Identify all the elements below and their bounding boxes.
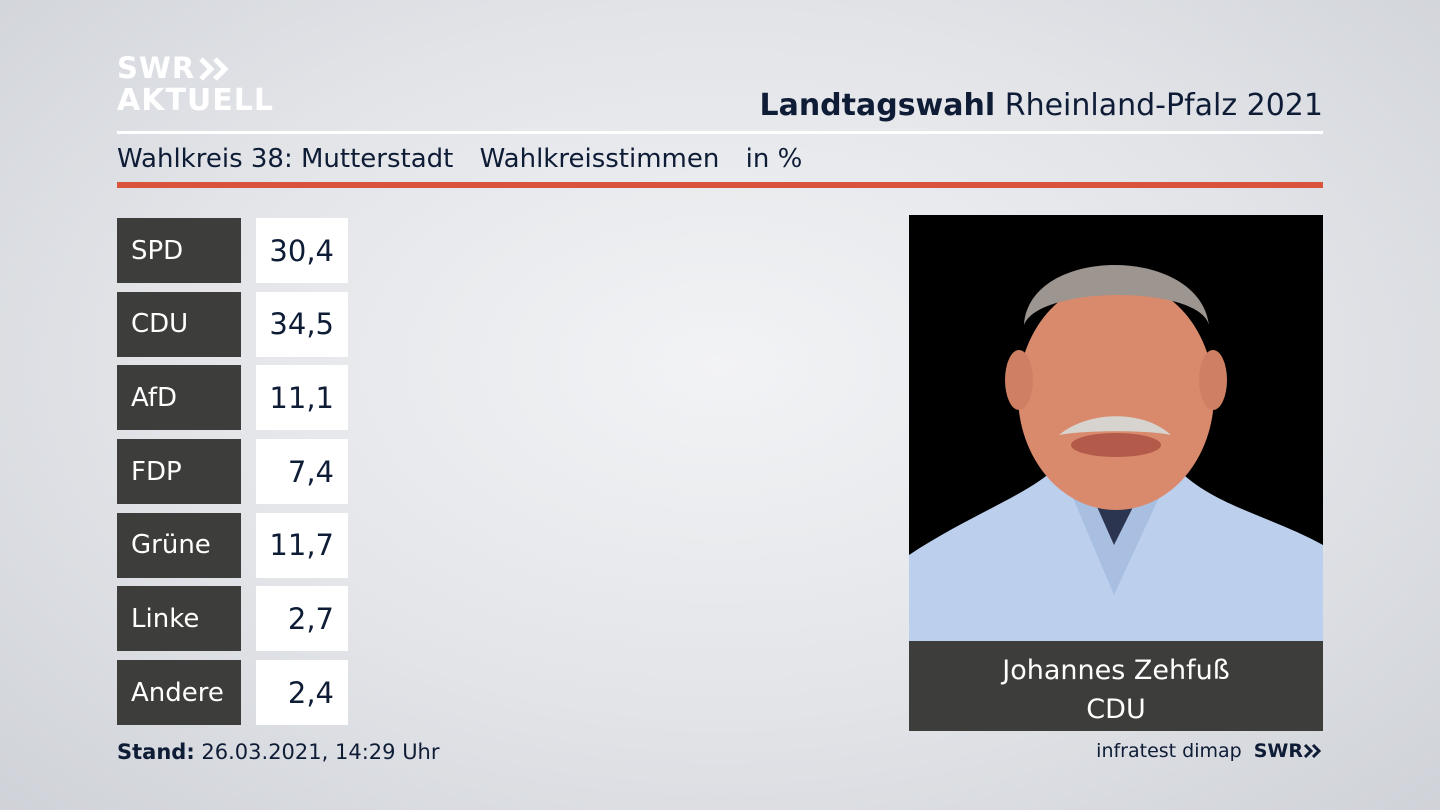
party-value: 7,4: [256, 439, 348, 505]
party-label: SPD: [117, 218, 241, 283]
title-rest: Rheinland-Pfalz 2021: [1004, 88, 1323, 123]
subtitle-bar: Wahlkreis 38: Mutterstadt Wahlkreisstimm…: [117, 144, 820, 174]
swr-small-logo: SWR: [1254, 740, 1323, 762]
logo-swr-text: SWR: [117, 51, 196, 85]
result-row-gruene: Grüne 11,7: [117, 512, 348, 578]
party-label: Linke: [117, 586, 241, 652]
result-row-fdp: FDP 7,4: [117, 439, 348, 505]
candidate-party: CDU: [1086, 694, 1146, 725]
result-row-linke: Linke 2,7: [117, 586, 348, 652]
result-row-cdu: CDU 34,5: [117, 291, 348, 357]
party-label: Grüne: [117, 512, 241, 578]
party-value: 11,1: [256, 365, 348, 431]
accent-divider: [117, 182, 1323, 188]
candidate-caption: Johannes Zehfuß CDU: [909, 641, 1323, 731]
party-value: 2,7: [256, 586, 348, 652]
results-table: SPD 30,4 CDU 34,5 AfD 11,1 FDP 7,4 Grüne…: [117, 218, 348, 734]
title-bold: Landtagswahl: [759, 88, 996, 123]
swr-aktuell-logo: SWR AKTUELL: [117, 54, 274, 116]
party-label: FDP: [117, 439, 241, 505]
vote-type-label: Wahlkreisstimmen: [479, 144, 720, 174]
party-value: 11,7: [256, 512, 348, 578]
candidate-portrait-icon: [909, 215, 1323, 641]
result-row-afd: AfD 11,1: [117, 365, 348, 431]
candidate-photo: [909, 215, 1323, 641]
header-divider: [117, 131, 1323, 134]
district-label: Wahlkreis 38: Mutterstadt: [117, 144, 454, 174]
stand-label: Stand:: [117, 740, 195, 764]
source-credit: infratest dimap SWR: [1096, 740, 1323, 762]
double-chevron-small-icon: [1303, 743, 1322, 759]
party-label: CDU: [117, 291, 241, 357]
logo-aktuell-text: AKTUELL: [117, 83, 275, 118]
result-row-spd: SPD 30,4: [117, 218, 348, 283]
party-label: Andere: [117, 660, 241, 726]
party-value: 30,4: [256, 218, 348, 283]
stand-value: 26.03.2021, 14:29 Uhr: [201, 740, 440, 764]
party-value: 34,5: [256, 291, 348, 357]
double-chevron-icon: [199, 56, 229, 81]
unit-label: in %: [745, 144, 803, 174]
candidate-name: Johannes Zehfuß: [1002, 655, 1230, 686]
party-value: 2,4: [256, 660, 348, 726]
source-text: infratest dimap: [1096, 740, 1242, 762]
page-title: Landtagswahl Rheinland-Pfalz 2021: [759, 88, 1323, 123]
party-label: AfD: [117, 365, 241, 431]
swr-small-text: SWR: [1253, 740, 1303, 762]
timestamp: Stand: 26.03.2021, 14:29 Uhr: [117, 740, 440, 764]
result-row-andere: Andere 2,4: [117, 660, 348, 726]
